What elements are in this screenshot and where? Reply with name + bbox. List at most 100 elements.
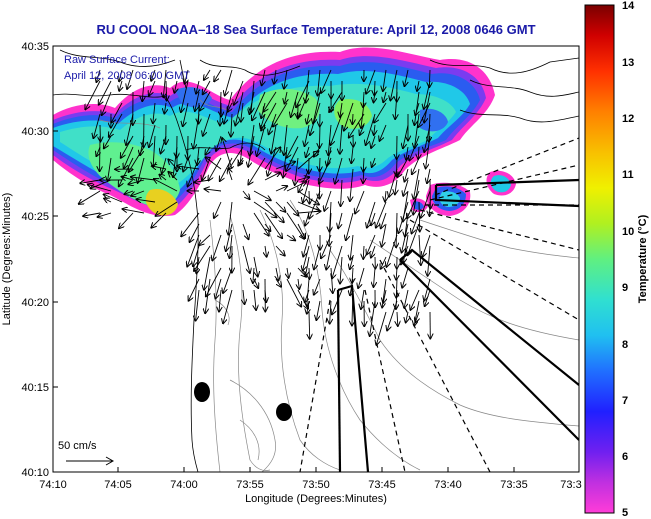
current-vector — [189, 278, 200, 301]
current-vector — [331, 267, 333, 293]
current-vector — [137, 199, 156, 202]
current-vector — [268, 146, 277, 176]
current-vector — [305, 212, 310, 225]
current-vector — [285, 91, 287, 103]
current-vector — [297, 267, 306, 277]
current-vector — [223, 267, 233, 293]
x-tick-label: 73:40 — [434, 479, 462, 491]
current-vector — [383, 69, 386, 91]
current-vector — [149, 124, 156, 147]
current-vector — [162, 157, 167, 173]
current-vector — [204, 69, 211, 80]
colorbar-tick: 7 — [622, 395, 628, 407]
x-tick-label: 74:00 — [170, 479, 198, 491]
current-vector — [376, 311, 387, 345]
current-vector — [242, 190, 250, 199]
current-vector — [415, 311, 419, 322]
current-vector — [196, 289, 200, 321]
current-vector — [424, 80, 431, 109]
current-vector — [248, 157, 266, 184]
current-vector — [80, 180, 101, 183]
current-vector — [303, 234, 310, 256]
current-vector — [402, 223, 409, 252]
current-vector — [419, 234, 421, 265]
current-vector — [350, 234, 353, 260]
current-vector — [425, 289, 431, 306]
current-vector — [119, 80, 122, 91]
current-vector — [319, 124, 320, 148]
colorbar-tick: 14 — [622, 0, 635, 12]
current-vector — [242, 223, 248, 239]
current-vector — [88, 185, 112, 192]
current-vector — [124, 146, 134, 168]
current-vector — [358, 267, 365, 288]
current-vector — [374, 91, 375, 102]
current-vector — [340, 124, 342, 154]
current-vector — [329, 212, 331, 246]
current-vector — [187, 234, 200, 266]
current-vector — [414, 168, 420, 199]
current-vector — [261, 102, 266, 118]
current-vector — [331, 113, 343, 145]
current-vector — [346, 212, 354, 240]
current-vector — [200, 91, 211, 111]
current-vector — [332, 289, 343, 314]
current-vector — [229, 146, 244, 169]
current-vector — [398, 201, 409, 233]
current-vector — [404, 289, 409, 308]
current-vector — [214, 69, 222, 81]
x-tick-label: 73:55 — [236, 479, 264, 491]
current-vector — [188, 157, 200, 186]
current-vector — [313, 91, 321, 123]
y-tick-label: 40:10 — [21, 467, 49, 479]
current-vector — [352, 289, 353, 325]
current-vector — [374, 124, 375, 135]
current-vector — [332, 245, 343, 278]
current-vector — [397, 311, 398, 326]
current-vector — [151, 212, 167, 228]
current-vector — [291, 91, 299, 117]
current-vector — [222, 138, 233, 170]
current-vector — [402, 267, 409, 288]
y-axis-label: Latitude (Degrees:Minutes) — [1, 193, 13, 326]
current-vector — [307, 300, 309, 314]
current-vector — [297, 177, 309, 180]
current-vector — [231, 113, 232, 136]
current-vector — [226, 223, 233, 251]
current-vector — [367, 201, 376, 228]
current-vector — [121, 135, 134, 158]
current-vector — [297, 151, 318, 170]
current-vector — [422, 234, 431, 257]
current-vector — [273, 102, 288, 126]
current-vector — [185, 69, 188, 84]
current-vector — [254, 278, 258, 288]
current-vector — [406, 311, 408, 322]
current-vector — [397, 157, 409, 177]
current-vector — [403, 124, 409, 148]
current-vector — [243, 289, 245, 304]
current-vector — [390, 69, 398, 100]
plot-area — [53, 46, 579, 472]
current-vector — [152, 166, 167, 169]
current-vector — [407, 190, 420, 218]
current-vector — [190, 223, 200, 242]
current-vector — [161, 135, 167, 153]
current-vector — [274, 69, 276, 84]
current-vector — [367, 234, 376, 254]
map-title: RU COOL NOAA–18 Sea Surface Temperature:… — [96, 22, 535, 37]
current-vector — [410, 289, 420, 310]
current-vector — [250, 91, 255, 114]
current-vector — [296, 80, 310, 107]
current-vector — [414, 113, 420, 148]
current-vector — [99, 80, 112, 105]
current-vector — [153, 135, 155, 167]
current-vector — [228, 169, 232, 181]
current-vector — [286, 278, 301, 306]
current-vector — [181, 212, 200, 236]
current-vector — [396, 289, 397, 309]
x-tick-label: 74:10 — [39, 479, 67, 491]
current-vector — [396, 267, 397, 280]
current-vector — [295, 157, 299, 185]
current-vector — [205, 189, 222, 191]
current-vector — [329, 91, 343, 112]
